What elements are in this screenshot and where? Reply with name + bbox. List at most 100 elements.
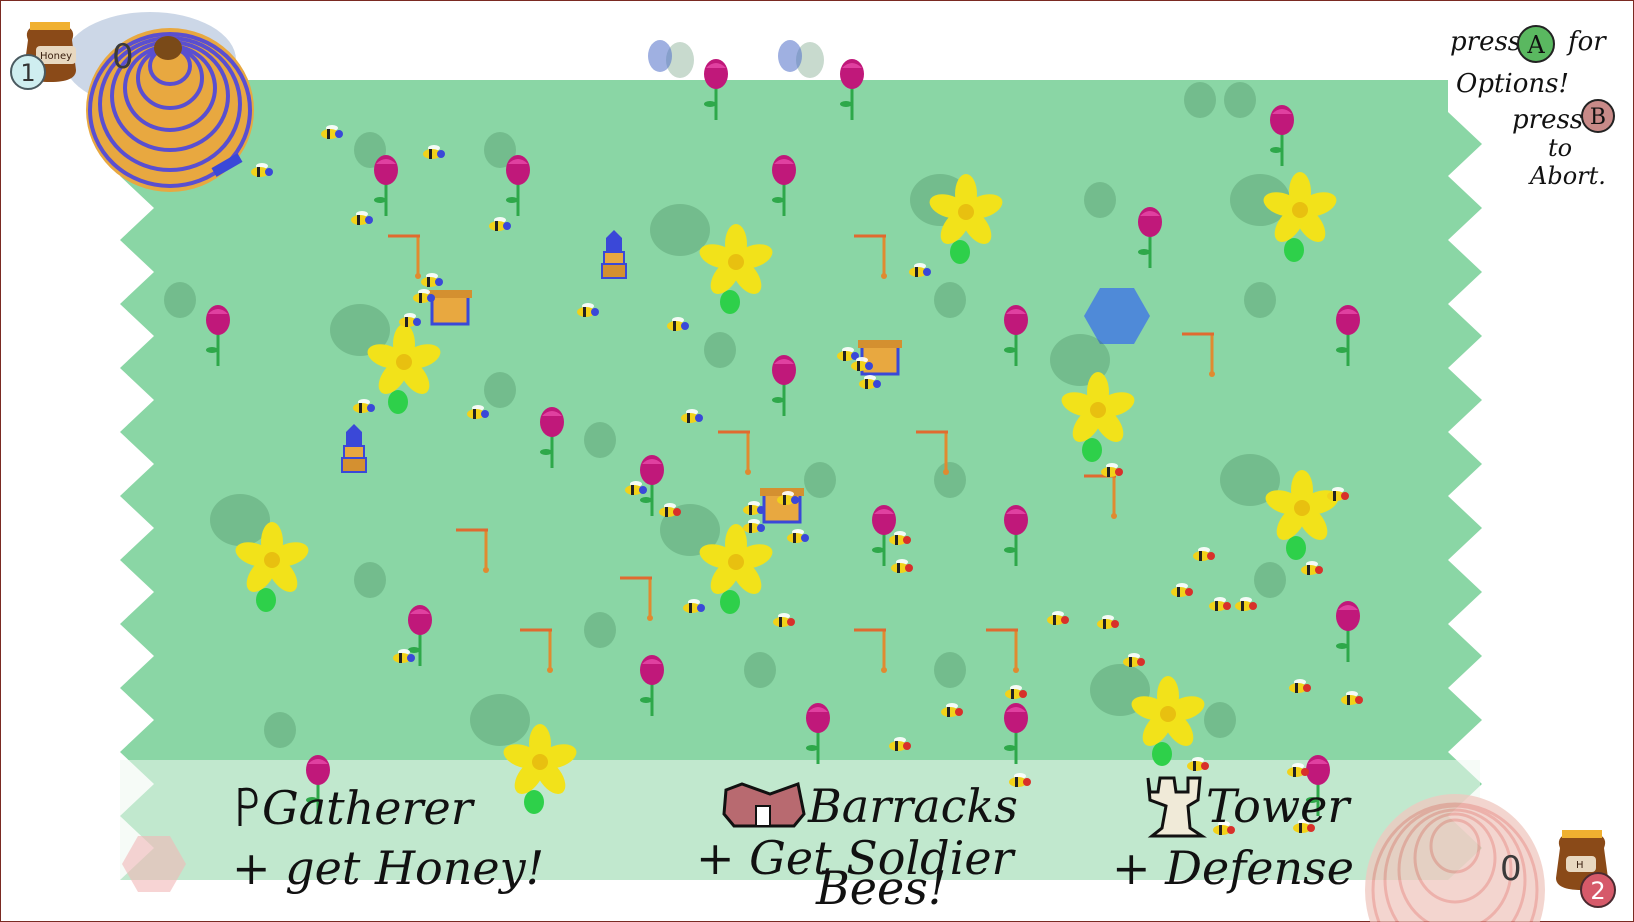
tulip <box>1004 703 1028 764</box>
bee <box>1097 615 1119 629</box>
gatherer-building[interactable] <box>428 290 472 326</box>
bee <box>423 145 445 159</box>
flag-post <box>854 234 887 279</box>
player2-badge: 2 <box>1580 872 1616 908</box>
flag-post <box>916 430 949 475</box>
flag-post <box>1182 332 1215 377</box>
to-word: to <box>1548 134 1572 162</box>
gatherer-desc: + get Honey! <box>232 841 544 895</box>
daisy <box>1263 172 1337 262</box>
flag-post <box>456 528 489 573</box>
tulip <box>1004 305 1028 366</box>
bee <box>1101 463 1123 477</box>
b-button-label: B <box>1590 105 1606 130</box>
player2-hive[interactable] <box>1365 794 1545 922</box>
bee <box>489 217 511 231</box>
daisy <box>1265 470 1339 560</box>
a-button-icon <box>1517 25 1555 63</box>
b-button-icon <box>1581 99 1615 133</box>
bee <box>467 405 489 419</box>
bee <box>1301 561 1323 575</box>
bee <box>321 125 343 139</box>
bee <box>1209 597 1231 611</box>
tower-building[interactable] <box>341 424 367 473</box>
daisy-flowers <box>235 172 1339 814</box>
tower-icon <box>1146 776 1207 838</box>
bee <box>1047 611 1069 625</box>
bee <box>1009 773 1031 787</box>
player1-badge: 1 <box>10 54 46 90</box>
flag-post <box>986 628 1019 673</box>
daisy <box>367 324 441 414</box>
bee <box>773 613 795 627</box>
bee <box>1187 757 1209 771</box>
barracks-desc-2: Bees! <box>815 861 946 915</box>
bee <box>1235 597 1257 611</box>
tulip <box>1306 755 1330 816</box>
tower-title: Tower <box>1206 779 1352 833</box>
bee <box>351 211 373 225</box>
tulip <box>1336 305 1360 366</box>
tulip <box>640 655 664 716</box>
bee <box>1289 679 1311 693</box>
build-menu[interactable]: Gatherer + get Honey! Barracks + Get Sol… <box>232 776 1354 915</box>
gatherer-building[interactable] <box>760 488 804 524</box>
bee <box>251 163 273 177</box>
gatherer-option[interactable]: Gatherer + get Honey! <box>232 781 544 895</box>
abort-line: Abort. <box>1528 162 1606 190</box>
gatherer-title: Gatherer <box>262 781 476 835</box>
bee <box>1327 487 1349 501</box>
daisy <box>503 724 577 814</box>
tower-desc: + Defense <box>1112 841 1354 895</box>
daisy <box>1131 676 1205 766</box>
faded-flowers <box>648 40 802 72</box>
tulip <box>872 505 896 566</box>
tulip <box>772 155 796 216</box>
options-line: Options! <box>1456 69 1569 99</box>
tulip <box>1336 601 1360 662</box>
bee <box>859 375 881 389</box>
bee <box>837 347 859 361</box>
bee <box>413 289 435 303</box>
player1-hive[interactable] <box>64 12 254 192</box>
barracks-option[interactable]: Barracks + Get Soldier Bees! <box>696 779 1018 915</box>
bee <box>743 501 765 515</box>
tower-building[interactable] <box>601 230 627 279</box>
tulip <box>540 407 564 468</box>
daisy <box>235 522 309 612</box>
bee <box>787 529 809 543</box>
controls-instructions: press A for Options! press B to Abort. <box>1450 25 1615 190</box>
bee-swarm <box>251 125 1363 835</box>
tulip <box>704 59 728 120</box>
bee <box>851 357 873 371</box>
bee <box>1171 583 1193 597</box>
flag-post <box>620 576 653 621</box>
tulip <box>1270 105 1294 166</box>
tulip <box>1004 505 1028 566</box>
tulip <box>840 59 864 120</box>
bee <box>1213 821 1235 835</box>
bee <box>577 303 599 317</box>
tower-option[interactable]: Tower + Defense <box>1112 776 1354 895</box>
daisy <box>1061 372 1135 462</box>
press-b-pre: press <box>1512 105 1583 135</box>
a-button-label: A <box>1526 31 1545 59</box>
selection-cursor-hex[interactable] <box>1084 288 1150 344</box>
player2-base-hex <box>122 836 186 892</box>
player2-badge-number: 2 <box>1590 877 1605 905</box>
tulip <box>806 703 830 764</box>
bee <box>393 649 415 663</box>
flag-post <box>854 628 887 673</box>
bee <box>891 559 913 573</box>
bee <box>1193 547 1215 561</box>
gatherer-icon <box>238 787 258 826</box>
tulip <box>1138 207 1162 268</box>
bee <box>681 409 703 423</box>
tulip <box>206 305 230 366</box>
player1-jar-label: Honey <box>40 51 72 62</box>
bee <box>1123 653 1145 667</box>
tulip <box>408 605 432 666</box>
player1-badge-number: 1 <box>20 59 35 87</box>
bee <box>1341 691 1363 705</box>
